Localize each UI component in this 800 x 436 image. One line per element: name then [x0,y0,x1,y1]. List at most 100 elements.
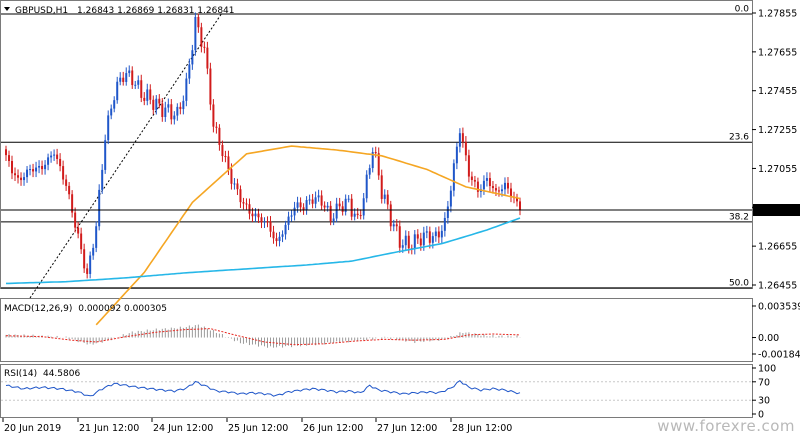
candle-body [11,161,14,174]
candle-body [506,182,509,189]
candle-body [230,169,233,184]
candle-body [194,16,197,51]
candle-body [401,245,404,248]
candle-body [242,202,245,204]
candle-body [215,126,218,128]
candle-body [137,80,140,85]
candle-body [209,68,212,105]
candle-body [119,77,122,82]
rsi-tick-label: 100 [758,364,776,375]
svg-text:MACD(12,26,9) 0.000092 0.0: MACD(12,26,9) 0.000092 0.000305 [4,304,167,314]
candle-body [29,169,32,171]
candle-body [140,80,143,98]
candle-body [92,247,95,256]
candle-body [296,202,299,208]
candle-body [455,146,458,164]
candle-body [488,178,491,187]
candle-body [47,157,50,165]
macd-title: MACD(12,26,9) [4,304,72,314]
candle-body [236,183,239,190]
candle-body [170,104,173,120]
candle-body [80,233,83,250]
candle-body [374,152,377,154]
candle-body [431,236,434,243]
candle-body [509,188,512,197]
fibonacci-levels: 0.0 23.6 38.2 50.0 [1,4,752,299]
candle-body [281,234,284,237]
moving-averages [6,145,521,326]
candle-body [200,27,203,47]
candle-body [116,81,119,101]
candle-body [245,203,248,205]
candle-body [71,194,74,213]
candle-body [65,179,68,186]
candle-body [446,206,449,218]
candle-body [425,231,428,233]
candle-body [251,213,254,217]
candle-body [113,100,116,109]
candle-body [53,154,56,156]
macd-values: 0.000092 0.000305 [78,304,167,314]
candle-body [473,179,476,182]
candle-body [368,168,371,175]
candle-body [350,198,353,217]
candle-body [389,204,392,227]
time-axis: 20 Jun 2019 21 Jun 12:00 24 Jun 12:00 25 Ju… [2,418,512,434]
candle-body [20,177,23,181]
candle-body [59,158,62,167]
candle-body [125,73,128,82]
candle-body [185,78,188,101]
symbol-dropdown-icon[interactable] [4,7,10,11]
candle-body [74,212,77,228]
candle-body [353,213,356,217]
candle-body [494,188,497,191]
candle-body [335,203,338,219]
candle-body [86,268,89,274]
candle-body [233,183,236,185]
fib-level-label: 23.6 [729,133,749,143]
candle-body [146,89,149,101]
candle-body [290,215,293,217]
candle-body [44,164,47,170]
candle-body [356,213,359,216]
macd-tick-label: 0.00 [758,333,779,344]
rsi-value: 44.5806 [43,369,80,379]
candle-body [500,189,503,192]
candle-body [101,169,104,190]
candle-body [8,155,11,162]
candle-body [17,175,20,178]
candle-body [56,154,59,159]
candle-body [266,221,269,223]
candle-body [254,213,257,217]
candle-body [519,201,521,211]
candle-body [515,198,518,202]
candle-body [128,70,131,74]
candle-body [461,133,464,142]
candle-body [5,149,7,156]
candle-body [149,89,152,100]
candle-body [326,205,329,208]
time-tick-label: 24 Jun 12:00 [153,423,213,434]
candle-body [380,175,383,199]
moving-average-slow-line [6,217,521,285]
candle-body [470,176,473,180]
candle-body [173,115,176,120]
candle-body [359,215,362,217]
candlestick-series [5,12,521,279]
candle-body [260,217,263,223]
candle-body [371,152,374,169]
candle-body [155,98,158,110]
candle-body [14,173,17,176]
candle-body [212,104,215,127]
candle-body [206,47,209,69]
candle-body [422,232,425,246]
candle-body [413,234,416,250]
candle-body [392,224,395,227]
candle-body [452,163,455,191]
candle-body [344,198,347,212]
candle-body [197,16,200,28]
candle-body [419,238,422,246]
candle-body [341,206,344,212]
candle-body [443,217,446,231]
